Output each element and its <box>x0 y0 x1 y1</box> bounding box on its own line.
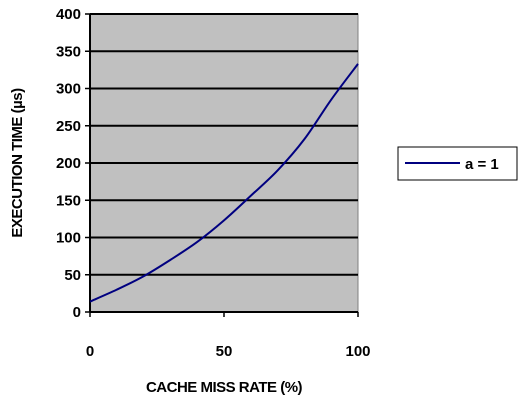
y-tick-label-150: 150 <box>56 192 81 209</box>
axes <box>85 13 359 317</box>
series-line-0 <box>89 63 359 303</box>
y-tick-label-50: 50 <box>64 267 81 284</box>
x-tick-label-50: 50 <box>216 343 233 360</box>
y-axis-title: EXECUTION TIME (µs) <box>9 88 26 238</box>
x-axis-title: CACHE MISS RATE (%) <box>146 379 303 396</box>
y-tick-label-100: 100 <box>56 230 81 247</box>
y-tick-labels: 0 50 100 150 200 250 300 350 400 <box>56 6 81 321</box>
y-tick-label-300: 300 <box>56 81 81 98</box>
y-tick-label-200: 200 <box>56 155 81 172</box>
x-tick-label-100: 100 <box>345 343 370 360</box>
y-tick-label-350: 350 <box>56 43 81 60</box>
y-tick-label-250: 250 <box>56 118 81 135</box>
y-tick-label-0: 0 <box>73 304 81 321</box>
series-layer <box>89 63 359 303</box>
x-tick-labels: 0 50 100 <box>86 343 371 360</box>
gridlines <box>90 13 358 276</box>
x-tick-label-0: 0 <box>86 343 94 360</box>
legend-label-a1: a = 1 <box>465 156 499 173</box>
legend: a = 1 <box>397 146 518 181</box>
y-tick-label-400: 400 <box>56 6 81 23</box>
